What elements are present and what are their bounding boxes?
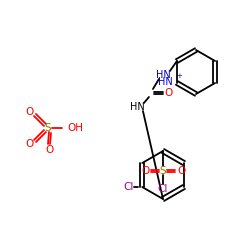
Text: S: S [45,123,51,133]
Text: OH: OH [67,123,83,133]
Text: HN: HN [130,102,144,112]
Text: O: O [26,139,34,149]
Text: O: O [177,166,185,176]
Text: O: O [46,145,54,155]
Text: HN: HN [158,77,173,87]
Text: +: + [176,73,182,79]
Text: O: O [141,166,149,176]
Text: Cl: Cl [123,182,134,192]
Text: HN: HN [156,70,170,80]
Text: O: O [26,107,34,117]
Text: S: S [160,166,166,176]
Text: O: O [165,88,173,98]
Text: Cl: Cl [158,184,168,194]
